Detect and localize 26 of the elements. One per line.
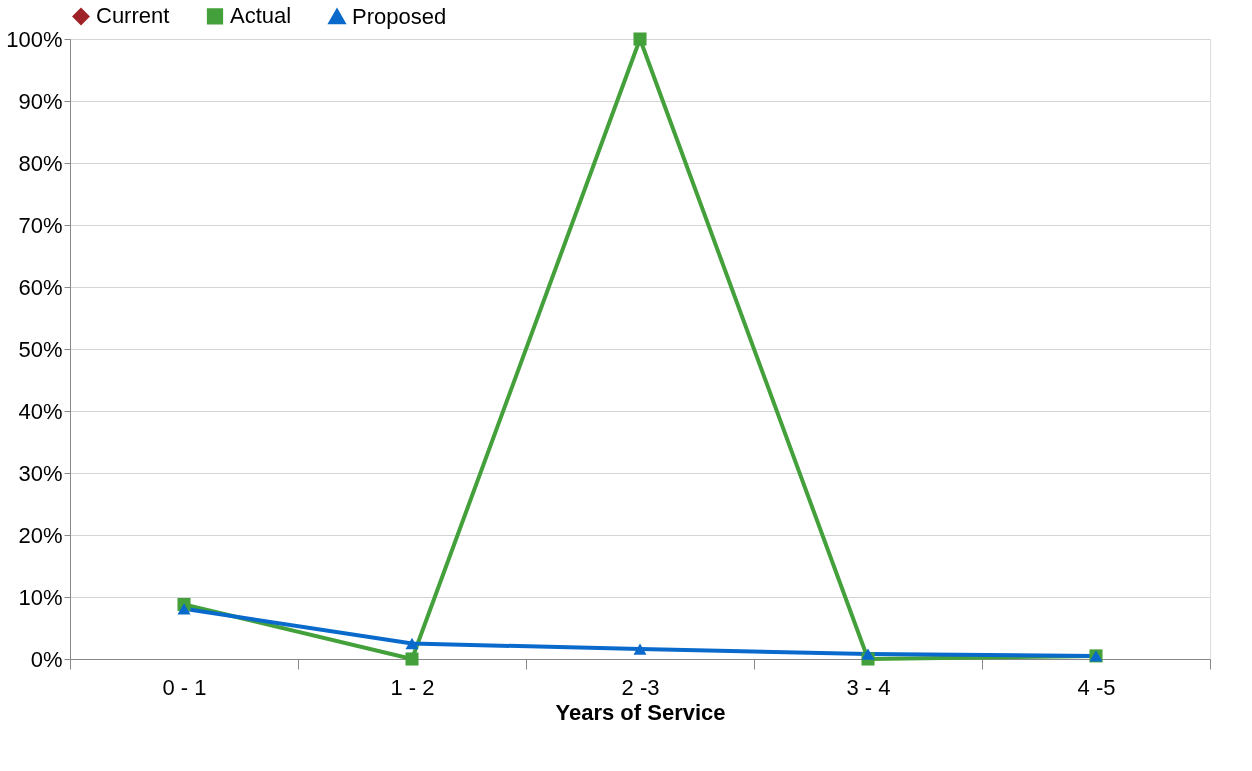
y-tick-label: 0% [30, 646, 63, 672]
y-tick-label: 70% [18, 212, 63, 238]
y-tick-label: 20% [18, 522, 63, 548]
y-tick-label: 80% [18, 150, 63, 176]
y-tick-label: 40% [18, 398, 63, 424]
y-tick-label: 90% [18, 88, 63, 114]
y-tick-label: 50% [18, 336, 63, 362]
x-tick-label: 0 - 1 [162, 674, 207, 700]
y-tick-label: 30% [18, 460, 63, 486]
x-tick-label: 4 -5 [1077, 674, 1116, 700]
point [861, 648, 875, 660]
point [405, 652, 419, 666]
point [633, 32, 647, 46]
x-tick-label: 3 - 4 [846, 674, 891, 700]
point [405, 637, 419, 650]
legend-label: Proposed [352, 3, 447, 29]
x-tick-label: 2 -3 [621, 674, 660, 700]
x-axis-title: Years of Service [555, 699, 726, 725]
y-tick-label: 60% [18, 274, 63, 300]
legend-label: Actual [230, 3, 292, 29]
legend-label: Current [96, 3, 170, 29]
x-tick-label: 1 - 2 [390, 674, 435, 700]
point [633, 643, 647, 655]
y-tick-label: 100% [6, 26, 63, 52]
y-tick-label: 10% [18, 584, 63, 610]
point [177, 603, 191, 615]
